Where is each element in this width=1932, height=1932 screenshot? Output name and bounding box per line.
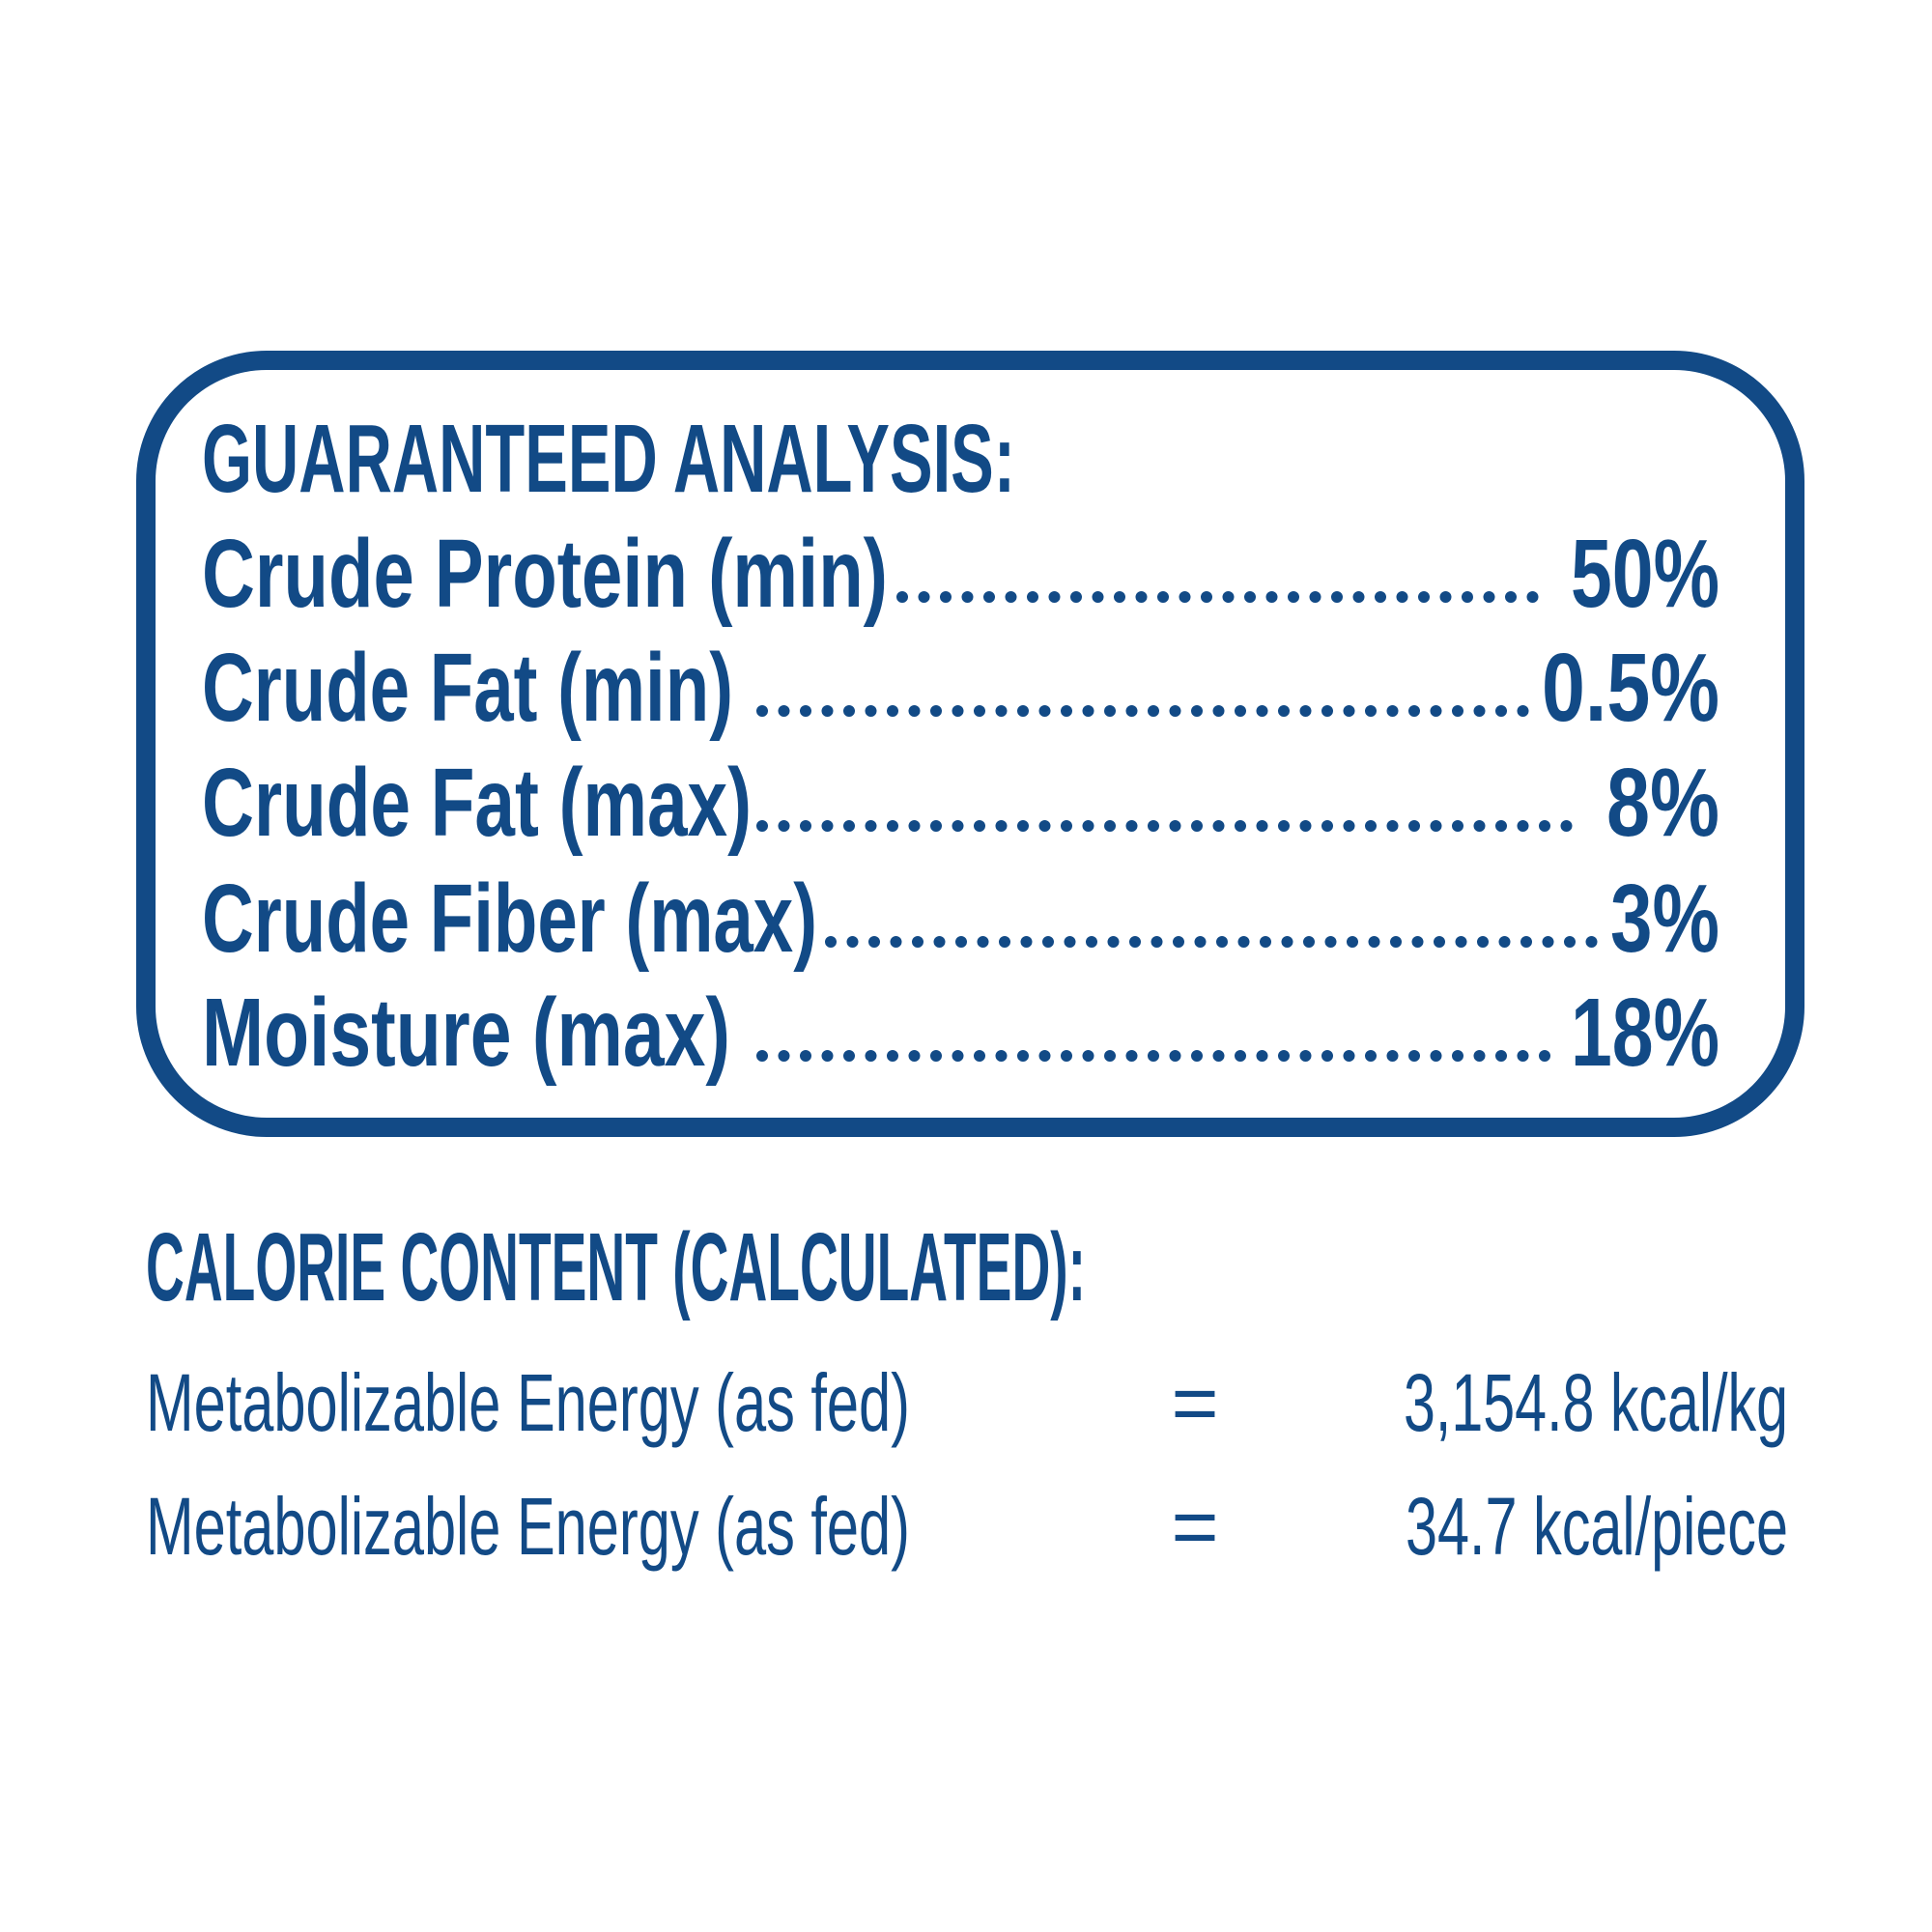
row-value: 0.5% — [1542, 634, 1719, 742]
row-label: Crude Fat (max) — [202, 749, 752, 857]
calorie-label: Metabolizable Energy (as fed) — [146, 1481, 910, 1572]
row-label: Crude Fiber (max) — [202, 865, 817, 973]
calorie-value: 34.7 kcal/piece — [1406, 1481, 1788, 1572]
row-label: Moisture (max) — [202, 979, 730, 1087]
equals-sign: = — [1171, 1357, 1218, 1448]
calorie-value: 3,154.8 kcal/kg — [1404, 1357, 1788, 1448]
row-value: 3% — [1610, 865, 1719, 973]
analysis-box — [136, 351, 1804, 1137]
calorie-title: CALORIE CONTENT (CALCULATED): — [146, 1213, 1086, 1321]
row-value: 8% — [1606, 749, 1719, 857]
calorie-label: Metabolizable Energy (as fed) — [146, 1357, 910, 1448]
analysis-title: GUARANTEED ANALYSIS: — [202, 405, 1015, 513]
row-value: 50% — [1571, 520, 1719, 628]
row-label: Crude Protein (min) — [202, 520, 888, 628]
row-value: 18% — [1571, 979, 1719, 1087]
equals-sign: = — [1171, 1481, 1218, 1572]
row-label: Crude Fat (min) — [202, 634, 733, 742]
